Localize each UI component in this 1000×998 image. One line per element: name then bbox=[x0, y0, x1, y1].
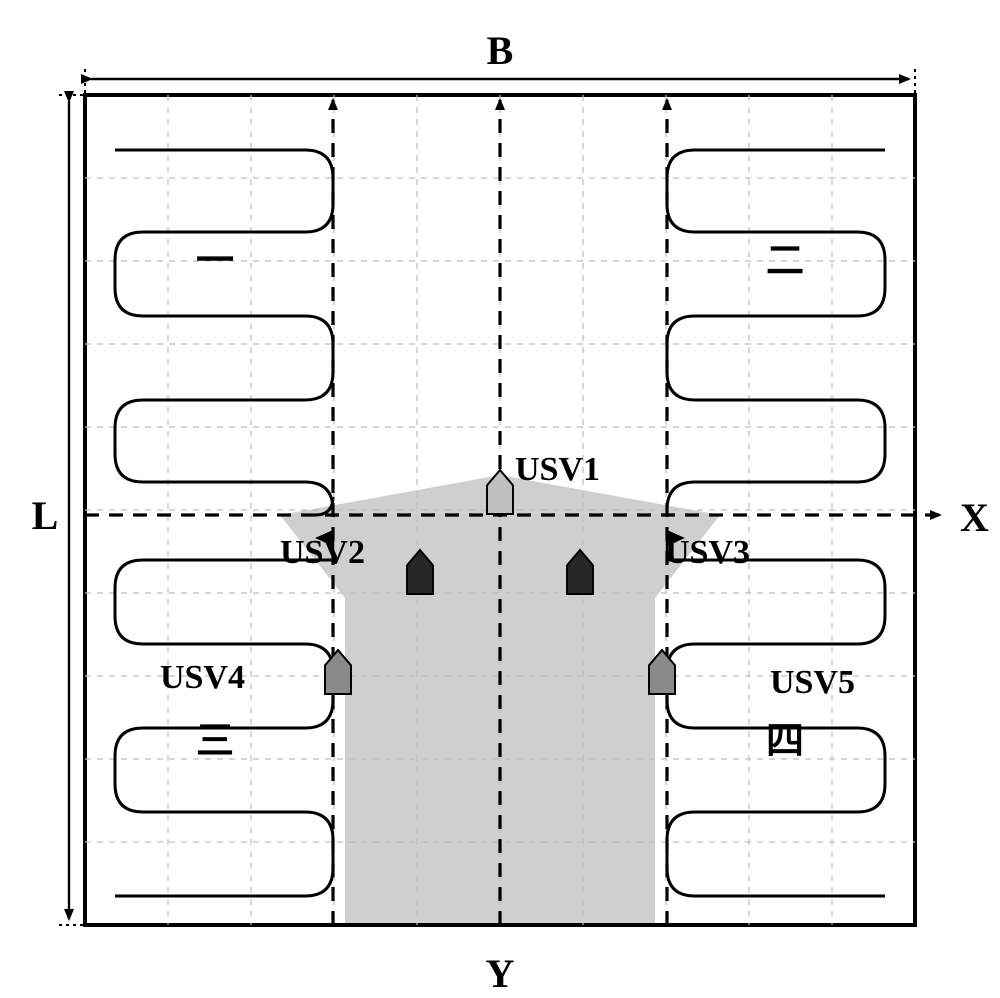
label-L: L bbox=[32, 493, 59, 538]
label-zone-1: 一 bbox=[196, 241, 234, 283]
label-usv1: USV1 bbox=[515, 451, 600, 488]
label-Y: Y bbox=[486, 951, 515, 996]
label-usv5: USV5 bbox=[770, 664, 855, 701]
label-zone-2: 二 bbox=[766, 241, 804, 283]
label-zone-4: 四 bbox=[766, 721, 804, 763]
label-usv4: USV4 bbox=[160, 659, 245, 696]
diagram-canvas: B L X Y USV1 USV2 USV3 USV4 USV5 一 二三 四 bbox=[0, 0, 1000, 998]
label-B: B bbox=[487, 28, 514, 73]
label-X: X bbox=[960, 495, 989, 540]
label-usv2: USV2 bbox=[280, 534, 365, 571]
label-usv3: USV3 bbox=[665, 534, 750, 571]
label-zone-3: 三 bbox=[196, 721, 234, 763]
